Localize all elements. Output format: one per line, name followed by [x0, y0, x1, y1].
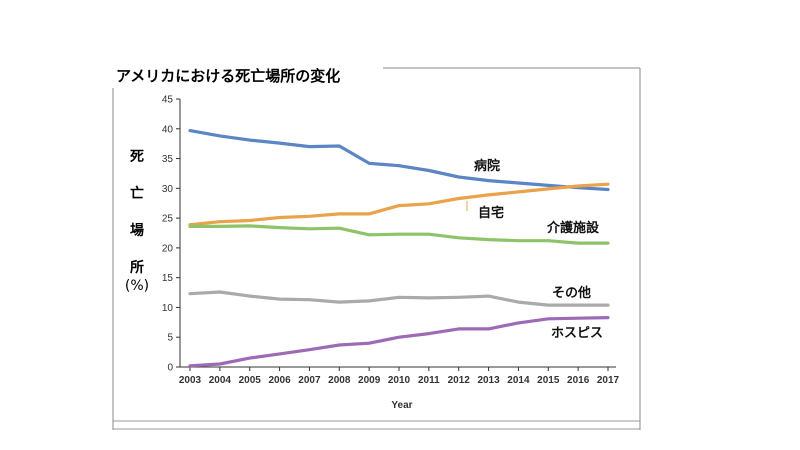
y-axis-unit: (%)	[124, 278, 150, 294]
y-axis-label: 死 亡 場 所 (%)	[120, 150, 154, 293]
x-tick-label: 2010	[388, 375, 411, 386]
y-tick-label: 10	[162, 303, 174, 314]
x-tick-label: 2007	[298, 375, 321, 386]
y-tick-label: 40	[162, 124, 174, 135]
axes: 0 5 10 15 20 25 30 35 40 45 2003 2004 2005 2006 2007 20…	[162, 95, 620, 412]
series-line	[188, 316, 610, 368]
x-tick-label: 2004	[209, 375, 232, 386]
series-line	[188, 224, 610, 245]
x-axis-label: Year	[391, 400, 412, 411]
series-label: 自宅	[478, 205, 504, 220]
series-line	[188, 182, 610, 227]
x-tick-label: 2014	[507, 375, 530, 386]
y-tick-label: 45	[162, 95, 174, 106]
x-tick-label: 2009	[358, 375, 381, 386]
x-tick-label: 2017	[597, 375, 620, 386]
y-tick-label: 0	[167, 363, 173, 374]
y-tick-label: 25	[162, 214, 174, 225]
y-tick-label: 20	[162, 243, 174, 254]
y-tick-label: 35	[162, 154, 174, 165]
y-axis-label-char: 場	[130, 223, 144, 239]
y-tick-label: 15	[162, 273, 174, 284]
series-label: 病院	[474, 158, 500, 173]
y-tick-label: 5	[167, 333, 173, 344]
x-tick-label: 2016	[567, 375, 590, 386]
x-tick-label: 2013	[477, 375, 500, 386]
x-tick-label: 2015	[537, 375, 560, 386]
x-tick-label: 2006	[268, 375, 291, 386]
x-tick-label: 2011	[418, 375, 440, 386]
y-axis-label-char: 亡	[130, 186, 144, 202]
chart-title: アメリカにおける死亡場所の変化	[116, 67, 341, 85]
x-tick-label: 2008	[328, 375, 351, 386]
series-label: 介護施設	[546, 220, 600, 235]
y-axis-label-char: 所	[130, 260, 144, 276]
x-tick-label: 2003	[179, 375, 202, 386]
y-axis-label-char: 死	[130, 149, 144, 165]
series-label: その他	[552, 285, 591, 300]
x-tick-label: 2005	[239, 375, 262, 386]
series-line	[188, 129, 610, 192]
series-line	[188, 290, 610, 307]
x-tick-label: 2012	[448, 375, 471, 386]
y-tick-label: 30	[162, 184, 174, 195]
series-label: ホスピス	[551, 325, 603, 340]
series-lines	[188, 129, 610, 368]
